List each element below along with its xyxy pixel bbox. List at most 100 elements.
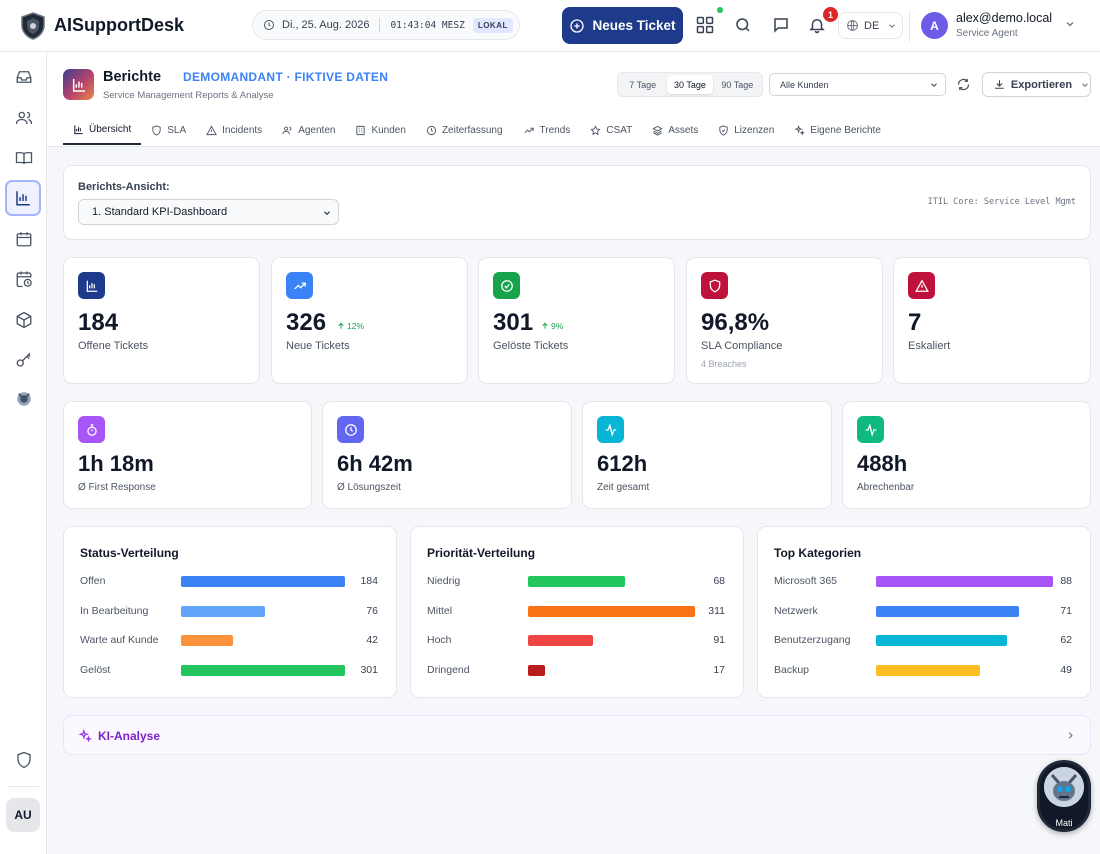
bar-chart-icon: [86, 280, 97, 292]
tab-overview[interactable]: Übersicht: [63, 116, 142, 145]
tab-customers[interactable]: Kunden: [345, 116, 415, 145]
kpi-card-resolution-time: 6h 42m Ø Lösungszeit: [322, 401, 572, 509]
tab-custom-reports[interactable]: Eigene Berichte: [784, 116, 891, 145]
tab-label: SLA: [167, 125, 187, 136]
search-button[interactable]: [732, 14, 754, 36]
messages-button[interactable]: [770, 14, 792, 36]
sidebar-item-inbox[interactable]: [8, 61, 39, 92]
clock-icon: [344, 423, 357, 436]
kpi-value: 6h 42m: [337, 451, 413, 476]
customer-filter-select[interactable]: Alle Kunden: [769, 73, 946, 96]
sidebar-item-calendar[interactable]: [8, 223, 39, 254]
kpi-icon-tile: [286, 272, 313, 299]
download-icon: [995, 80, 1004, 89]
report-view-card: Berichts-Ansicht: 1. Standard KPI-Dashbo…: [63, 165, 1091, 240]
chevron-down-icon: [889, 23, 896, 28]
priority-distribution-card: Priorität-Verteilung Niedrig 68 Mittel 311 H…: [410, 526, 744, 698]
notifications-button[interactable]: [806, 14, 828, 36]
distribution-bar: [876, 635, 1007, 646]
distribution-label: Gelöst: [80, 664, 111, 676]
ki-analysis-panel[interactable]: KI-Analyse: [63, 715, 1091, 755]
kpi-label: Ø First Response: [78, 482, 156, 493]
tab-label: Eigene Berichte: [810, 125, 881, 136]
export-button[interactable]: Exportieren: [982, 72, 1091, 97]
user-initials-button[interactable]: AU: [6, 798, 40, 832]
clock-icon: [264, 20, 274, 30]
tab-csat[interactable]: CSAT: [580, 116, 642, 145]
online-indicator: [717, 7, 723, 13]
user-menu-chevron-icon[interactable]: [1064, 18, 1076, 30]
kpi-card-resolved-tickets: 301 9% Gelöste Tickets: [478, 257, 675, 384]
kpi-value: 301: [493, 309, 534, 336]
kpi-icon-tile: [337, 416, 364, 443]
sidebar-item-assets[interactable]: [8, 304, 39, 335]
mati-assistant-button[interactable]: Mati: [1037, 760, 1091, 832]
tab-incidents[interactable]: Incidents: [196, 116, 272, 145]
robot-mascot-icon: [1044, 767, 1084, 807]
bar-chart-icon: [72, 78, 85, 92]
chevron-right-icon: [1068, 732, 1073, 739]
chat-icon: [774, 18, 788, 33]
kpi-label: Eskaliert: [908, 340, 951, 352]
tab-agents[interactable]: Agenten: [272, 116, 345, 145]
kpi-trend: 12%: [337, 321, 364, 331]
sidebar-item-knowledge[interactable]: [8, 142, 39, 173]
tab-label: Agenten: [298, 125, 336, 136]
kpi-label: Ø Lösungszeit: [337, 482, 401, 493]
tab-time-tracking[interactable]: Zeiterfassung: [416, 116, 513, 145]
users-icon: [15, 111, 32, 124]
activity-icon: [865, 422, 876, 437]
new-ticket-button[interactable]: Neues Ticket: [562, 7, 683, 44]
distribution-value: 68: [713, 575, 725, 587]
kpi-icon-tile: [597, 416, 624, 443]
range-7-days-button[interactable]: 7 Tage: [620, 75, 665, 94]
distribution-row: Dringend 17: [427, 664, 727, 678]
kpi-value: 488h: [857, 451, 908, 476]
trending-up-icon: [524, 127, 534, 134]
user-email[interactable]: alex@demo.local: [956, 11, 1053, 25]
sidebar-item-reports[interactable]: [5, 180, 41, 216]
distribution-label: Warte auf Kunde: [80, 634, 159, 646]
status-distribution-card: Status-Verteilung Offen 184 In Bearbeitung…: [63, 526, 397, 698]
users-icon: [282, 126, 292, 135]
kpi-card-first-response: 1h 18m Ø First Response: [63, 401, 312, 509]
sidebar-item-schedule[interactable]: [8, 263, 39, 294]
brand-name: AISupportDesk: [54, 15, 185, 35]
tenant-label: DEMOMANDANT · FIKTIVE DATEN: [183, 70, 389, 84]
sidebar-item-licenses[interactable]: [8, 344, 39, 375]
distribution-row: Gelöst 301: [80, 664, 380, 678]
refresh-icon[interactable]: [956, 77, 971, 92]
distribution-row: Warte auf Kunde 42: [80, 634, 380, 648]
kpi-icon-tile: [908, 272, 935, 299]
shield-logo-icon: [21, 12, 45, 40]
page-subtitle: Service Management Reports & Analyse: [103, 90, 274, 101]
kpi-value: 612h: [597, 451, 648, 476]
tab-licenses[interactable]: Lizenzen: [708, 116, 784, 145]
tab-trends[interactable]: Trends: [513, 116, 581, 145]
distribution-label: Niedrig: [427, 575, 461, 587]
range-90-days-button[interactable]: 90 Tage: [715, 75, 760, 94]
sidebar-item-security[interactable]: [8, 744, 39, 775]
current-time: 01:43:04 MESZ: [390, 19, 465, 31]
sidebar-item-users[interactable]: [8, 102, 39, 133]
language-code: DE: [864, 19, 880, 32]
search-icon: [736, 18, 750, 32]
sidebar-item-mascot[interactable]: [8, 383, 39, 414]
user-avatar[interactable]: A: [921, 12, 948, 39]
card-title: Status-Verteilung: [80, 546, 179, 560]
report-view-select[interactable]: 1. Standard KPI-Dashboard: [78, 199, 339, 225]
tab-label: Übersicht: [89, 124, 132, 135]
reports-app-icon: [63, 69, 94, 100]
date-range-toggle: 7 Tage 30 Tage 90 Tage: [617, 72, 763, 97]
distribution-bar: [528, 606, 695, 617]
kpi-label: Neue Tickets: [286, 340, 350, 352]
check-circle-icon: [500, 279, 513, 292]
language-selector[interactable]: DE: [838, 12, 903, 39]
range-30-days-button[interactable]: 30 Tage: [667, 75, 713, 94]
distribution-row: Netzwerk 71: [774, 605, 1074, 619]
apps-grid-button[interactable]: [694, 14, 716, 36]
tab-sla[interactable]: SLA: [141, 116, 196, 145]
timezone-badge: LOKAL: [472, 17, 513, 33]
sparkles-icon: [78, 729, 92, 743]
tab-assets[interactable]: Assets: [642, 116, 708, 145]
